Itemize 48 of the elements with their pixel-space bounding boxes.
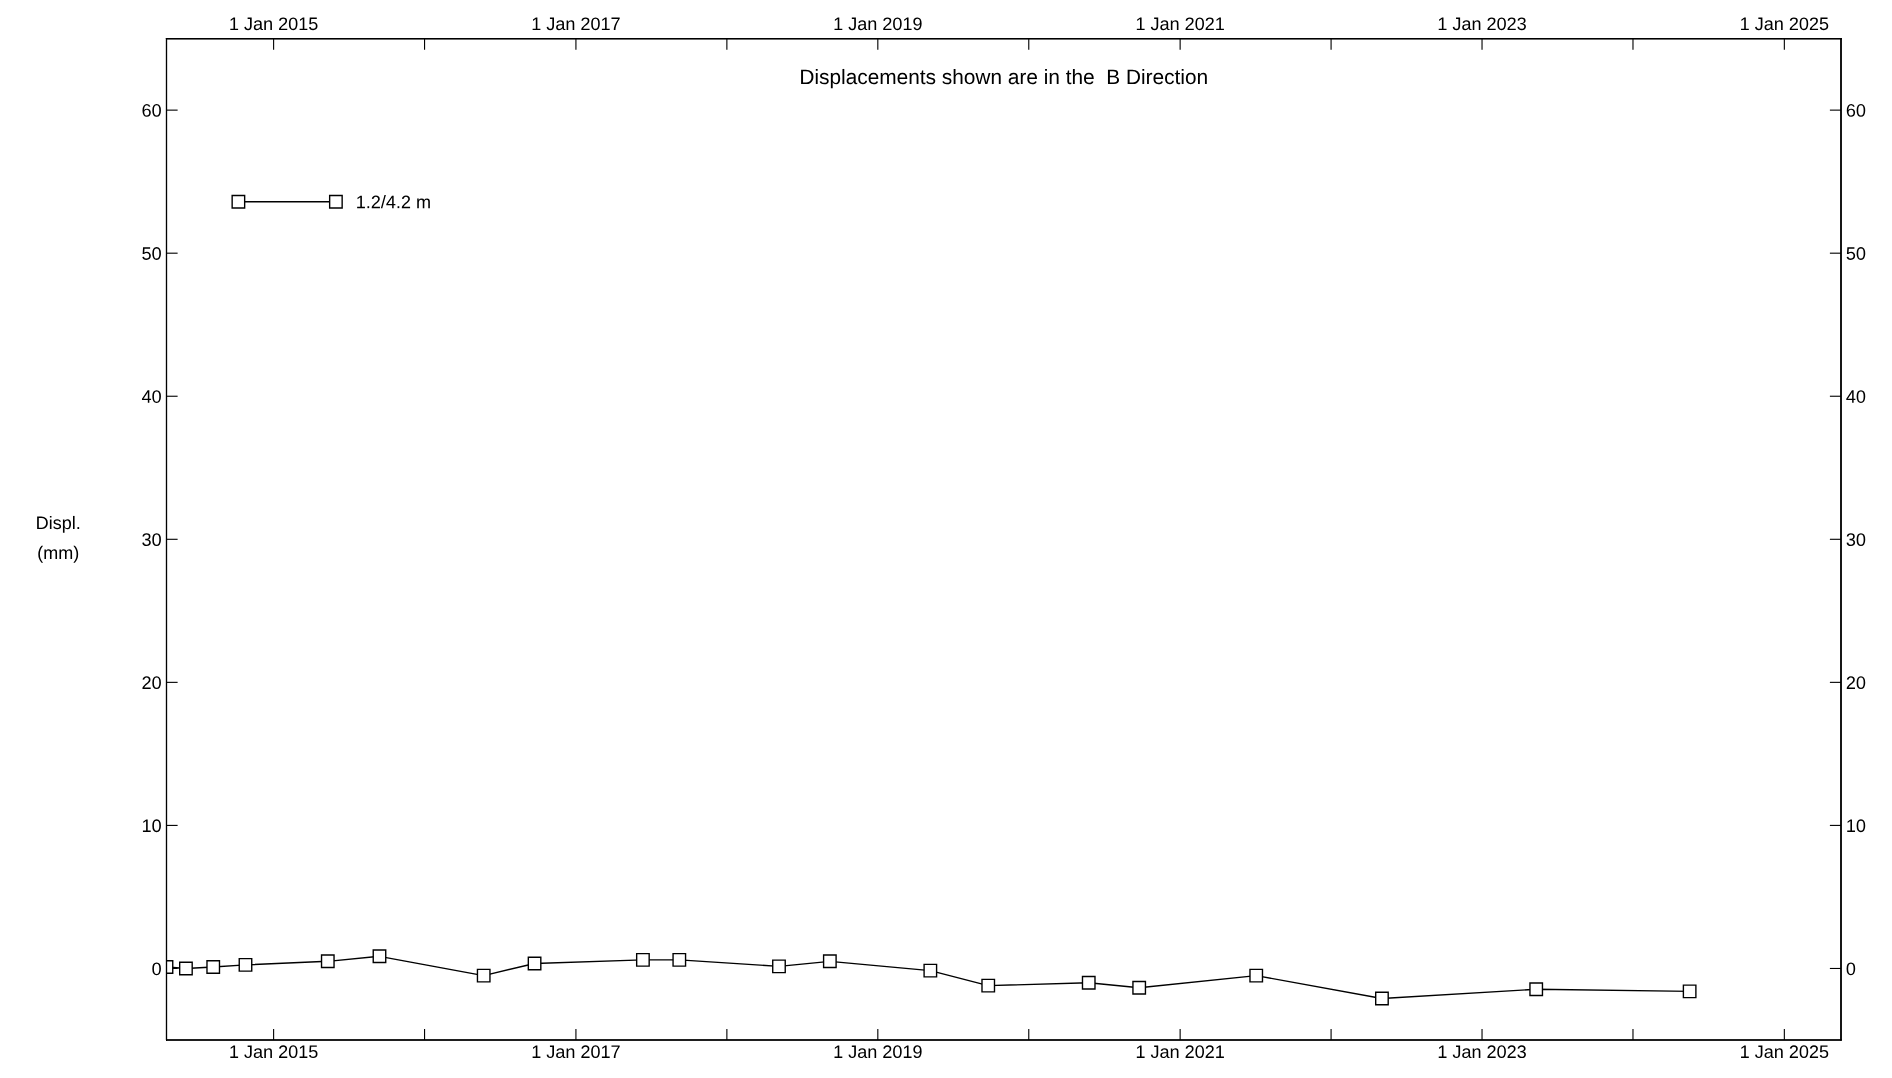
x2-tick-label: 1 Jan 2019 [834, 17, 922, 31]
legend-label: 1.2/4.2 m [357, 195, 430, 209]
y-tick-label: 0 [152, 962, 161, 976]
point [1529, 982, 1544, 997]
x2-tick-label: 1 Jan 2025 [1741, 17, 1829, 31]
y2-tick-label: 60 [1846, 104, 1866, 117]
point [1132, 980, 1147, 995]
x2-tick-label: 1 Jan 2021 [1136, 17, 1224, 31]
point [238, 957, 253, 972]
y-tick-label: 10 [142, 819, 161, 833]
y2-tick-label: 20 [1846, 676, 1866, 690]
x-tick-label: 1 Jan 2019 [834, 1045, 922, 1059]
y-tick-label: 30 [142, 533, 161, 547]
y-axis-title: Displ. (mm) [37, 515, 80, 563]
x2-tick-label: 1 Jan 2023 [1438, 17, 1526, 31]
point [1375, 991, 1389, 1006]
point [981, 978, 996, 993]
y-tick-label: 20 [142, 676, 161, 690]
point [1682, 984, 1697, 999]
y2-tick-label: 10 [1847, 819, 1866, 833]
point [476, 968, 491, 983]
point [635, 952, 650, 967]
y2-tick-label: 30 [1846, 533, 1866, 547]
y2-tick-label: 0 [1846, 962, 1856, 976]
x-tick-label: 1 Jan 2021 [1136, 1045, 1224, 1059]
y-tick-label: 60 [142, 104, 161, 117]
point [822, 954, 837, 969]
x2-tick-label: 1 Jan 2017 [532, 17, 620, 31]
x-tick-label: 1 Jan 2025 [1741, 1045, 1829, 1059]
y-tick-label: 40 [141, 390, 161, 403]
point [527, 956, 542, 971]
x-tick-label: 1 Jan 2023 [1438, 1045, 1526, 1059]
y2-tick-label: 50 [1846, 247, 1866, 260]
point [178, 961, 193, 976]
x2-tick-label: 1 Jan 2015 [230, 17, 318, 31]
point [320, 954, 335, 969]
text: Displacements shown are in the B Direction [801, 68, 1207, 89]
point [923, 963, 938, 978]
point [206, 960, 221, 974]
x-tick-label: 1 Jan 2015 [230, 1045, 318, 1059]
y2-tick-label: 40 [1846, 390, 1866, 403]
y-tick-label: 50 [142, 247, 161, 260]
x-tick-label: 1 Jan 2017 [532, 1045, 620, 1059]
point [1249, 968, 1264, 983]
point [1081, 975, 1096, 990]
point [772, 959, 786, 974]
point [372, 949, 387, 964]
point [672, 952, 687, 967]
